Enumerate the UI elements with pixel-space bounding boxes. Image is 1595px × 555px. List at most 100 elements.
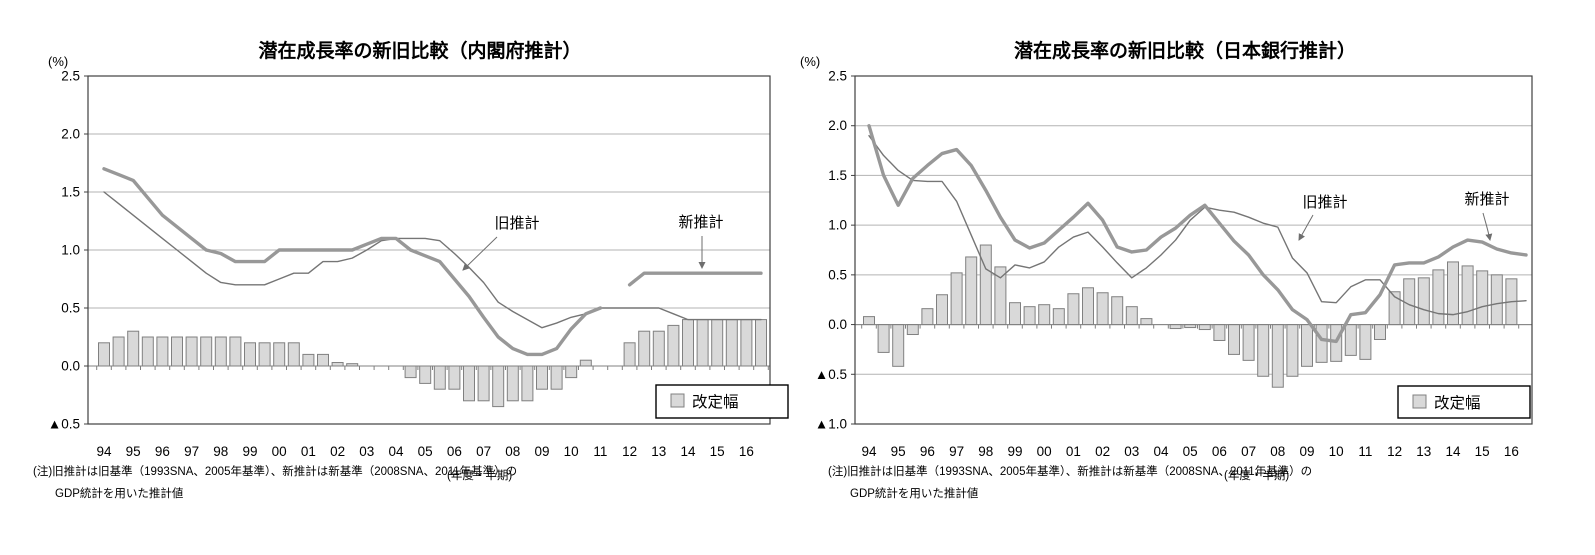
old-estimate-line [868, 134, 1527, 316]
new-estimate-line [102, 167, 603, 357]
revision-bar [317, 353, 329, 367]
revision-bar [1067, 293, 1080, 326]
x-tick-label: 02 [330, 444, 345, 459]
revision-bar [877, 324, 890, 353]
revision-bar [965, 256, 978, 326]
x-tick-label: 12 [622, 444, 637, 459]
revision-bar [1344, 324, 1357, 356]
x-tick-label: 08 [1270, 444, 1285, 459]
revision-bar [1417, 277, 1430, 326]
revision-bar [565, 365, 578, 379]
x-tick-label: 03 [1124, 444, 1139, 459]
new-estimate-label: 新推計 [678, 214, 723, 231]
new-estimate-arrow-icon [1482, 212, 1493, 241]
old-estimate-line [103, 191, 762, 329]
revision-bar [1286, 324, 1299, 377]
x-axis-unit-note: (年度・半期) [1224, 468, 1289, 482]
revision-bar [302, 353, 315, 367]
revision-bar [229, 336, 242, 367]
legend: 改定幅 [655, 384, 789, 419]
new-estimate-label: 新推計 [1464, 191, 1509, 208]
x-tick-label: 09 [534, 444, 549, 459]
revision-bar [1476, 270, 1489, 326]
x-tick-label: 07 [1241, 444, 1256, 459]
x-tick-label: 97 [949, 444, 964, 459]
old-estimate-label: 旧推計 [494, 215, 539, 232]
x-tick-label: 10 [564, 444, 579, 459]
revision-bar [755, 319, 767, 367]
revision-bar [667, 324, 680, 367]
revision-bar [185, 336, 198, 367]
revision-bar [433, 365, 446, 390]
revision-bar [492, 365, 505, 408]
revision-bar [921, 308, 934, 326]
revision-bar [244, 342, 256, 367]
y-tick-label: 1.0 [828, 218, 847, 233]
revision-bar [1023, 306, 1036, 326]
x-tick-label: 07 [476, 444, 491, 459]
revision-bar [1242, 324, 1255, 361]
x-tick-label: 94 [96, 444, 112, 459]
footnote-line2: GDP統計を用いた推計値 [850, 486, 979, 500]
chart-title: 潜在成長率の新旧比較（日本銀行推計） [1014, 39, 1356, 62]
chart-title: 潜在成長率の新旧比較（内閣府推計） [258, 39, 581, 62]
revision-bar [214, 336, 227, 367]
y-axis-unit-label: (%) [48, 54, 68, 69]
x-tick-label: 08 [505, 444, 520, 459]
revision-bar [1461, 265, 1474, 326]
old-estimate-label: 旧推計 [1302, 194, 1347, 211]
old-estimate-arrow-icon [1298, 214, 1314, 241]
x-tick-label: 94 [861, 444, 877, 459]
y-tick-label: 2.0 [61, 127, 80, 142]
revision-bar [448, 365, 461, 390]
legend: 改定幅 [1397, 385, 1531, 419]
revision-bar [419, 365, 432, 384]
legend-label: 改定幅 [692, 393, 739, 411]
chart-bank-of-japan: 潜在成長率の新旧比較（日本銀行推計） (%) 2.5 2.0 1.5 1.0 0.5 0.… [800, 39, 1533, 500]
x-tick-label: 11 [593, 444, 607, 459]
revision-bar [1490, 274, 1503, 326]
y-tick-label: 2.5 [61, 69, 80, 84]
annotation-new-estimate: 新推計 [1464, 191, 1510, 241]
x-tick-label: 95 [891, 444, 906, 459]
x-tick-label: 14 [680, 444, 696, 459]
x-tick-label: 03 [359, 444, 374, 459]
footnote-line1: (注)旧推計は旧基準（1993SNA、2005年基準）、新推計は新基準（2008… [33, 464, 517, 478]
revision-bar [638, 330, 651, 367]
plot-border [87, 75, 771, 425]
revision-bar [127, 330, 140, 367]
revision-bar [1198, 324, 1211, 331]
x-tick-label: 15 [710, 444, 725, 459]
x-tick-label: 13 [651, 444, 666, 459]
revision-bar [98, 342, 110, 367]
y-tick-label: ▲0.5 [815, 367, 847, 382]
x-tick-label: 04 [388, 444, 404, 459]
x-tick-label: 00 [272, 444, 287, 459]
y-tick-label: 1.0 [61, 243, 80, 258]
y-tick-label: 2.5 [828, 69, 847, 84]
revision-bar [536, 365, 548, 390]
x-tick-label: 01 [301, 444, 316, 459]
plot-area: 2.5 2.0 1.5 1.0 0.5 0.0 ▲0.5 ▲1.0 94 95 96 97 98 99 00… [815, 69, 1533, 459]
revision-bar [711, 319, 724, 367]
revision-bar [1038, 304, 1051, 326]
x-tick-label: 05 [1183, 444, 1198, 459]
revision-bar [1140, 318, 1153, 326]
revision-bar [892, 324, 905, 367]
footnote-line2: GDP統計を用いた推計値 [55, 486, 184, 500]
x-tick-label: 96 [155, 444, 170, 459]
revision-bar [579, 359, 592, 367]
revision-bar [1403, 278, 1416, 326]
revision-bar [1374, 324, 1386, 340]
revision-bar [1257, 324, 1270, 377]
annotation-new-estimate: 新推計 [678, 214, 724, 269]
revision-bar [463, 365, 475, 402]
y-axis-unit-label: (%) [800, 54, 820, 69]
revision-bar [652, 330, 665, 367]
revision-bar [863, 316, 875, 326]
revision-bar [1271, 324, 1284, 388]
x-tick-label: 00 [1037, 444, 1052, 459]
x-tick-label: 05 [418, 444, 433, 459]
